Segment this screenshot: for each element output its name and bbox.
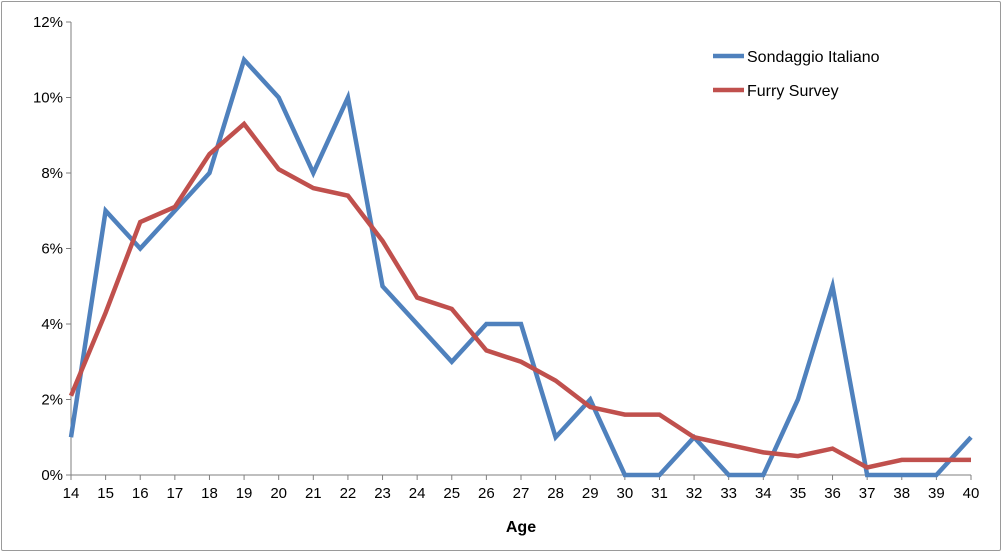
legend: Sondaggio Italiano Furry Survey [713,49,880,100]
x-tick-label: 30 [617,485,634,502]
x-tick-label: 14 [63,485,80,502]
x-tick-label: 39 [928,485,945,502]
x-tick-label: 28 [547,485,564,502]
x-tick-label: 15 [97,485,114,502]
x-tick-label: 37 [859,485,876,502]
series-line-furry-survey [68,120,971,470]
x-axis-label: Age [506,519,536,536]
x-tick-label: 38 [893,485,910,502]
x-tick-label: 31 [651,485,668,502]
x-tick-label: 18 [201,485,218,502]
legend-label: Furry Survey [747,83,839,100]
y-tick-label: 0% [41,467,63,484]
y-tick-label: 8% [41,165,63,182]
series-line-sondaggio-italiano [68,55,973,478]
x-tick-label: 20 [270,485,287,502]
y-tick-label: 4% [41,316,63,333]
x-tick-label: 23 [374,485,391,502]
x-tick-label: 17 [167,485,184,502]
x-tick-label: 19 [236,485,253,502]
series-lines [68,55,973,478]
y-tick-label: 12% [33,14,63,31]
y-tick-label: 10% [33,90,63,107]
x-tick-label: 29 [582,485,599,502]
x-tick-label: 21 [305,485,322,502]
legend-label: Sondaggio Italiano [747,49,880,66]
x-tick-label: 25 [443,485,460,502]
x-tick-label: 35 [790,485,807,502]
x-axis-ticks: 14 15 16 17 18 19 20 21 22 23 24 25 26 27 28 29 30 31 32 33… [63,475,980,502]
x-tick-label: 27 [513,485,530,502]
x-tick-label: 32 [686,485,703,502]
y-axis-ticks: 0% 2% 4% 6% 8% 10% 12% [33,14,71,484]
x-tick-label: 26 [478,485,495,502]
x-tick-label: 34 [755,485,772,502]
x-tick-label: 33 [720,485,737,502]
x-tick-label: 22 [340,485,357,502]
y-tick-label: 6% [41,241,63,258]
x-tick-label: 40 [963,485,980,502]
x-tick-label: 16 [132,485,149,502]
y-tick-label: 2% [41,392,63,409]
x-tick-label: 24 [409,485,426,502]
x-tick-label: 36 [824,485,841,502]
